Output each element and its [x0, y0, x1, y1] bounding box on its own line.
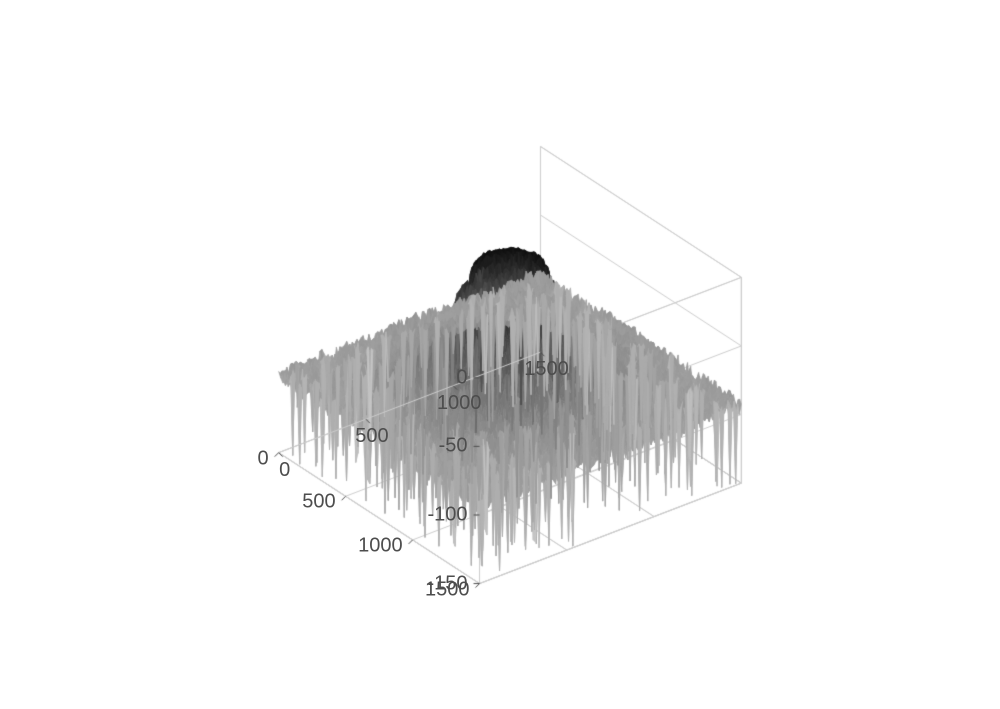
- x-tick-label: 1000: [437, 392, 482, 415]
- x-tick-label: 500: [355, 425, 388, 448]
- y-tick-label: 1000: [358, 534, 403, 557]
- z-tick-label: -100: [428, 503, 468, 526]
- y-tick-label: 0: [258, 447, 269, 470]
- y-tick-label: 500: [302, 491, 335, 514]
- surface-plot-canvas: [0, 0, 1000, 709]
- z-tick-label: 0: [456, 366, 467, 389]
- chart-container: -150-100-500050010001500050010001500: [0, 0, 1000, 709]
- x-tick-label: 1500: [524, 358, 569, 381]
- z-tick-label: -50: [439, 435, 468, 458]
- x-tick-label: 0: [279, 459, 290, 482]
- y-tick-label: 1500: [425, 578, 470, 601]
